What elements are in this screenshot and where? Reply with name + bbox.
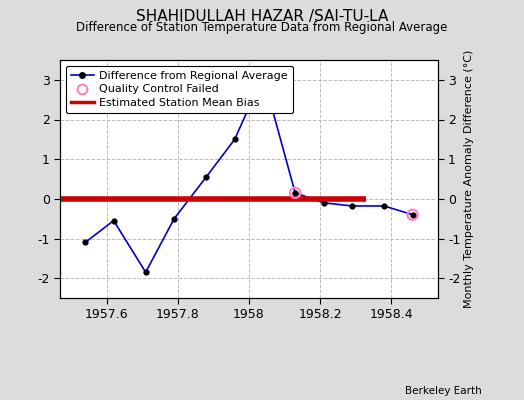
Point <box>408 212 417 218</box>
Point <box>291 190 299 196</box>
Y-axis label: Monthly Temperature Anomaly Difference (°C): Monthly Temperature Anomaly Difference (… <box>464 50 475 308</box>
Text: Difference of Station Temperature Data from Regional Average: Difference of Station Temperature Data f… <box>77 21 447 34</box>
Text: Berkeley Earth: Berkeley Earth <box>406 386 482 396</box>
Text: SHAHIDULLAH HAZAR /SAI-TU-LA: SHAHIDULLAH HAZAR /SAI-TU-LA <box>136 9 388 24</box>
